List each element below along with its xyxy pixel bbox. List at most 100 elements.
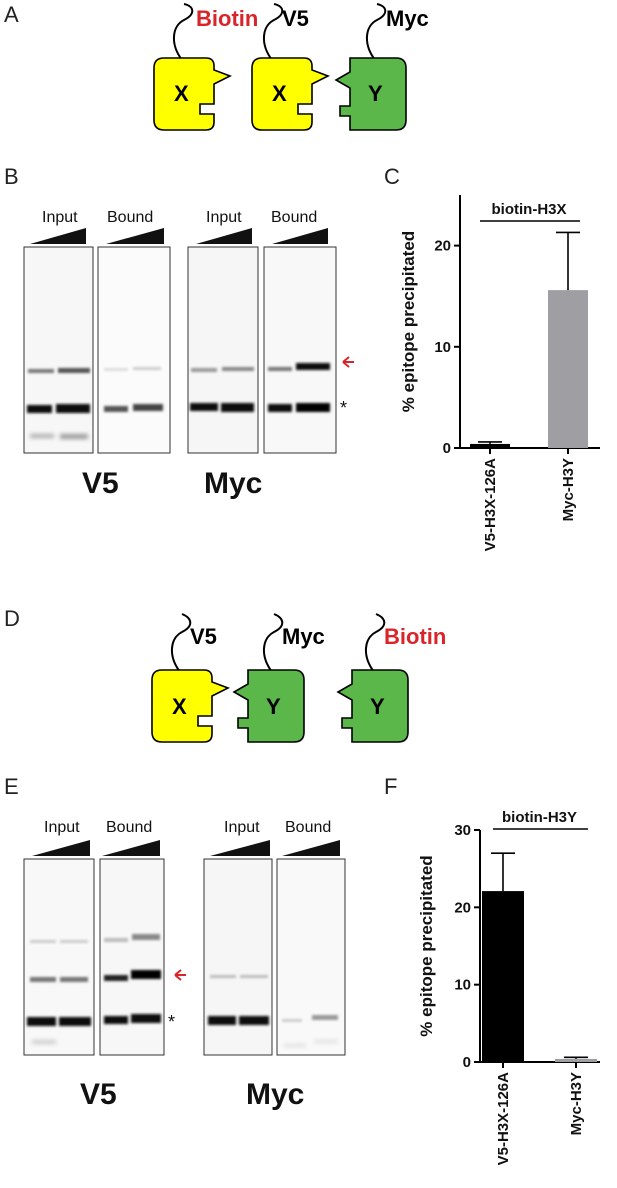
protein-x-letter: X	[172, 694, 187, 719]
lane-header-input: Input	[206, 209, 242, 226]
lane-header-bound: Bound	[106, 819, 152, 836]
panel-letter-f: F	[384, 774, 397, 799]
protein-y-shape	[336, 669, 409, 743]
tag-tether	[171, 613, 192, 673]
blot-frame	[187, 246, 259, 454]
lane-header-bound: Bound	[107, 209, 153, 226]
band-marker-asterisk: *	[340, 398, 347, 418]
band	[104, 975, 128, 981]
band	[56, 404, 90, 413]
y-tick-label: 10	[434, 339, 451, 356]
band	[27, 1017, 56, 1026]
tag-tether	[263, 613, 284, 673]
chart-title: biotin-H3Y	[502, 809, 577, 826]
lane-header-input: Input	[224, 819, 260, 836]
band	[30, 434, 54, 438]
protein-y-letter: Y	[266, 694, 281, 719]
band	[133, 367, 161, 370]
band	[58, 368, 90, 373]
band	[282, 1019, 302, 1022]
band	[30, 977, 56, 982]
y-tick-label: 10	[454, 977, 471, 994]
band	[60, 940, 88, 943]
band	[132, 934, 160, 940]
band	[191, 368, 217, 372]
bar	[482, 891, 524, 1062]
protein-y-shape	[334, 57, 407, 131]
band	[104, 368, 128, 371]
protein-y-letter: Y	[370, 694, 385, 719]
x-tick-label: Myc-H3Y	[560, 458, 577, 521]
band	[60, 434, 88, 439]
panel-letter-b: B	[4, 164, 19, 189]
band	[27, 405, 52, 413]
x-tick-label: V5-H3X-126A	[495, 1072, 512, 1166]
blot-label-v5: V5	[80, 1078, 117, 1111]
tag-label-v5: V5	[190, 624, 217, 649]
protein-x-shape	[251, 57, 330, 131]
band	[28, 369, 54, 373]
chart-c: 0 10 20 V5-H3X-126A Myc-H3Y biotin-H3X % epito…	[399, 195, 600, 551]
protein-x-shape	[151, 669, 230, 743]
band	[30, 940, 56, 943]
band	[104, 1016, 128, 1024]
gradient-wedge	[32, 840, 90, 856]
blot-label-v5: V5	[82, 467, 119, 500]
tag-tether	[365, 613, 386, 673]
y-tick-label: 0	[443, 440, 451, 457]
lane-header-bound: Bound	[271, 209, 317, 226]
band	[210, 975, 236, 978]
blot-frame	[263, 246, 337, 454]
panel-letter-a: A	[4, 2, 19, 27]
band	[239, 1016, 269, 1025]
x-tick-label: Myc-H3Y	[568, 1072, 585, 1135]
lane-header-input: Input	[42, 209, 78, 226]
blot-b: Input Bound Input Bound	[23, 209, 354, 500]
tag-label-myc: Myc	[386, 6, 429, 31]
y-tick-label: 0	[463, 1054, 471, 1071]
band	[296, 363, 330, 370]
y-tick-label: 30	[454, 822, 471, 839]
panel-letter-e: E	[4, 774, 19, 799]
band	[32, 1040, 56, 1044]
protein-x-shape	[153, 57, 232, 131]
tag-tether	[173, 3, 194, 61]
lane-header-input: Input	[44, 819, 80, 836]
chart-f: 0 10 20 30 V5-H3X-126A Myc-H3Y biotin-H3Y % epi…	[417, 809, 600, 1165]
x-tick-label: V5-H3X-126A	[482, 458, 499, 552]
band	[60, 977, 88, 982]
gradient-wedge	[102, 840, 160, 856]
gradient-wedge	[30, 228, 86, 244]
protein-x-letter: X	[272, 81, 287, 106]
lane-header-bound: Bound	[285, 819, 331, 836]
red-arrow-icon	[342, 356, 354, 368]
blot-label-myc: Myc	[246, 1078, 304, 1111]
y-axis-title: % epitope precipitated	[417, 855, 436, 1036]
band	[104, 938, 128, 942]
band-marker-asterisk: *	[168, 1012, 175, 1032]
blot-e: Input Bound Input Bound	[23, 819, 346, 1111]
band	[221, 403, 254, 412]
protein-x-letter: X	[174, 81, 189, 106]
panel-letter-d: D	[4, 606, 20, 631]
band	[314, 1040, 338, 1043]
tag-label-myc: Myc	[282, 624, 325, 649]
blot-frame	[276, 858, 346, 1056]
band	[268, 367, 292, 371]
y-tick-label: 20	[434, 238, 451, 255]
blot-label-myc: Myc	[204, 467, 262, 500]
bar	[555, 1058, 597, 1062]
y-axis-title: % epitope precipitated	[399, 231, 418, 412]
tag-label-biotin: Biotin	[384, 624, 446, 649]
tag-label-v5: V5	[282, 6, 309, 31]
band	[208, 1016, 236, 1025]
y-tick-label: 20	[454, 899, 471, 916]
gradient-wedge	[272, 228, 328, 244]
schematic-a: Biotin V5 Myc X X Y	[153, 3, 429, 131]
blot-frame	[23, 246, 94, 454]
red-arrow-icon	[174, 969, 186, 981]
band	[131, 970, 161, 979]
blot-frame	[99, 858, 165, 1056]
bar	[548, 290, 588, 448]
